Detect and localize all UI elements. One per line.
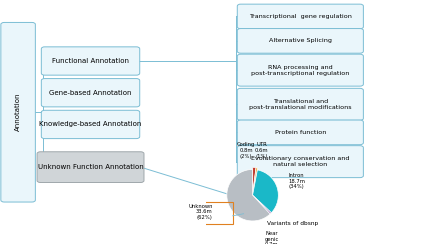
FancyBboxPatch shape	[237, 29, 363, 53]
Text: Alternative Splicing: Alternative Splicing	[269, 38, 332, 43]
FancyBboxPatch shape	[237, 54, 363, 86]
FancyBboxPatch shape	[1, 22, 35, 202]
Text: RNA processing and
post-transcriptional regulation: RNA processing and post-transcriptional …	[251, 65, 349, 76]
Text: Knowledge-based Annotation: Knowledge-based Annotation	[39, 122, 142, 127]
FancyBboxPatch shape	[237, 4, 363, 29]
Text: Transcriptional  gene regulation: Transcriptional gene regulation	[249, 14, 352, 19]
FancyBboxPatch shape	[237, 146, 363, 178]
FancyBboxPatch shape	[237, 120, 363, 145]
Text: Unknown
33.6m
(62%): Unknown 33.6m (62%)	[188, 204, 213, 220]
Text: Protein function: Protein function	[275, 130, 326, 135]
Text: Gene-based Annotation: Gene-based Annotation	[49, 90, 132, 96]
Wedge shape	[253, 170, 278, 213]
Text: UTR
0.6m
(1%): UTR 0.6m (1%)	[255, 142, 268, 159]
Text: Variants of dbsnp: Variants of dbsnp	[267, 221, 318, 226]
Text: Intron
18.7m
(34%): Intron 18.7m (34%)	[288, 173, 305, 189]
Text: Translational and
post-translational modifications: Translational and post-translational mod…	[249, 99, 351, 110]
Wedge shape	[253, 195, 271, 214]
FancyBboxPatch shape	[41, 47, 140, 75]
FancyBboxPatch shape	[41, 79, 140, 107]
FancyBboxPatch shape	[37, 152, 144, 183]
Text: Functional Annotation: Functional Annotation	[52, 58, 129, 64]
Text: Unknown Function Annotation: Unknown Function Annotation	[37, 164, 144, 170]
Text: Evolutionary conservation and
natural selection: Evolutionary conservation and natural se…	[251, 156, 350, 167]
Wedge shape	[253, 167, 256, 193]
FancyBboxPatch shape	[237, 88, 363, 120]
FancyBboxPatch shape	[41, 110, 140, 139]
Text: Near
genic
0.7m
(1%): Near genic 0.7m (1%)	[265, 231, 279, 244]
Wedge shape	[227, 169, 270, 221]
Text: Annotation: Annotation	[15, 93, 21, 132]
Text: Coding
0.8m
(2%): Coding 0.8m (2%)	[237, 142, 255, 159]
Wedge shape	[253, 168, 258, 193]
